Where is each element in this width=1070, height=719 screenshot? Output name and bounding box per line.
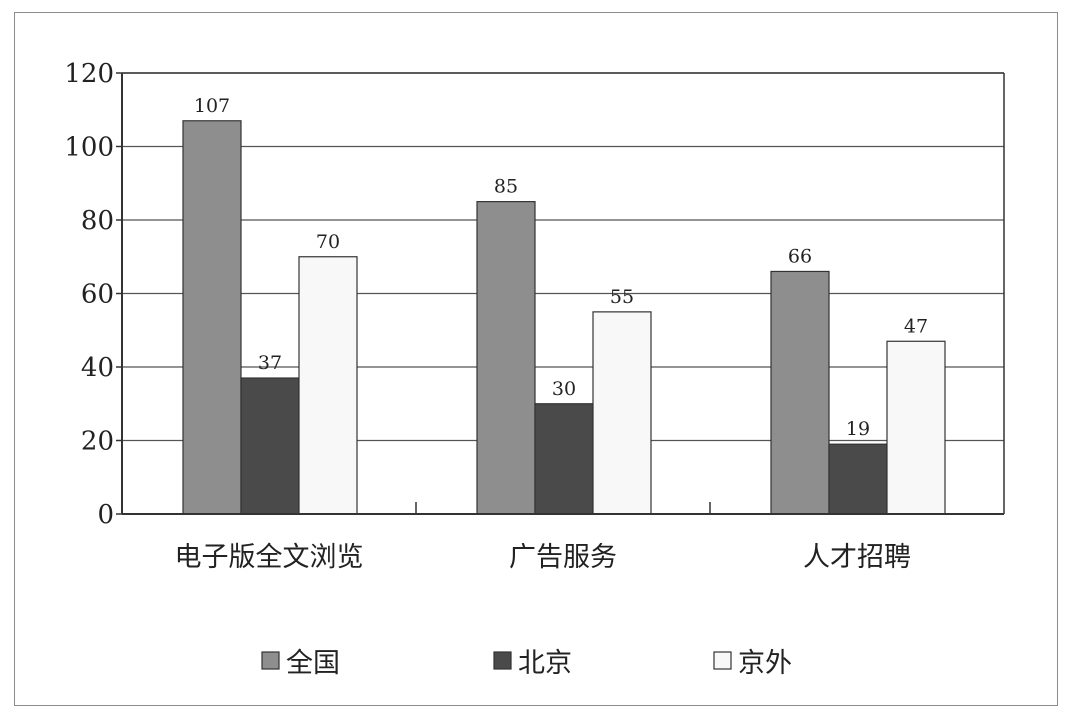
y-tick-label: 120 bbox=[64, 59, 114, 89]
y-tick-label: 80 bbox=[81, 206, 114, 236]
legend-label: 全国 bbox=[286, 648, 340, 679]
data-label: 47 bbox=[904, 315, 928, 337]
bar-北京 bbox=[534, 403, 594, 515]
y-tick-label: 40 bbox=[81, 353, 114, 383]
category-label: 电子版全文浏览 bbox=[175, 542, 364, 573]
bar-京外 bbox=[886, 340, 946, 515]
legend-swatch-全国 bbox=[261, 651, 280, 670]
y-tick-label: 20 bbox=[81, 427, 114, 457]
bar-北京 bbox=[240, 377, 300, 515]
bar-京外 bbox=[592, 311, 652, 515]
data-label: 107 bbox=[194, 95, 230, 117]
data-label: 85 bbox=[494, 176, 518, 198]
data-label: 70 bbox=[316, 231, 340, 253]
category-label: 广告服务 bbox=[509, 542, 617, 573]
legend-label: 北京 bbox=[518, 648, 572, 679]
legend-label: 京外 bbox=[738, 648, 792, 679]
data-label: 30 bbox=[552, 378, 576, 400]
bar-全国 bbox=[770, 270, 830, 515]
y-tick-label: 60 bbox=[81, 280, 114, 310]
bar-全国 bbox=[182, 120, 242, 515]
legend-swatch-北京 bbox=[493, 651, 512, 670]
bar-全国 bbox=[476, 201, 536, 515]
data-label: 37 bbox=[258, 352, 282, 374]
bar-京外 bbox=[298, 256, 358, 515]
data-label: 55 bbox=[610, 286, 634, 308]
bar-北京 bbox=[828, 443, 888, 515]
data-label: 19 bbox=[846, 418, 870, 440]
data-label: 66 bbox=[788, 245, 812, 267]
y-tick-label: 100 bbox=[64, 133, 114, 163]
category-label: 人才招聘 bbox=[803, 542, 911, 573]
legend-swatch-京外 bbox=[713, 651, 732, 670]
y-tick-label: 0 bbox=[97, 500, 114, 530]
